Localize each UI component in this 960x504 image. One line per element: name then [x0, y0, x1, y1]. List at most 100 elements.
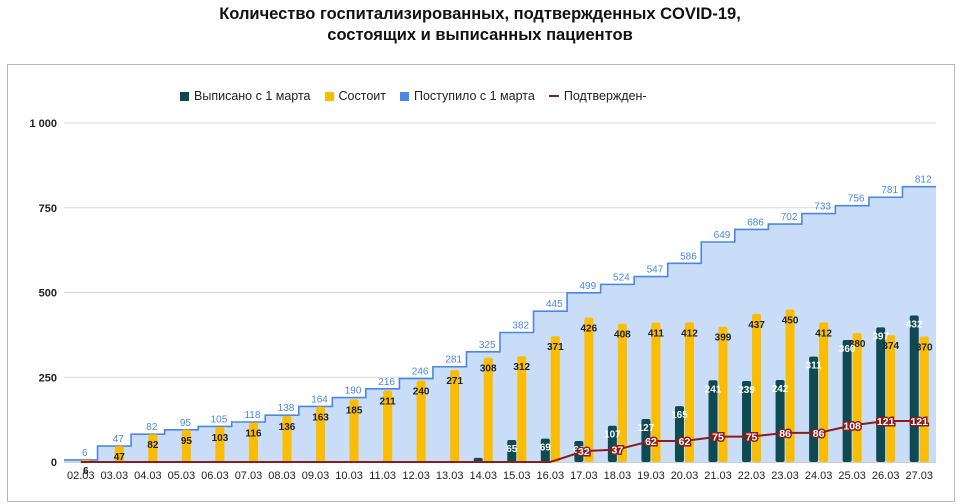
data-label-admitted: 82 [146, 422, 158, 433]
data-label-admitted: 118 [244, 410, 260, 421]
data-label-admitted: 138 [278, 403, 295, 414]
data-label-discharged: 241 [705, 384, 722, 395]
data-label-admitted: 781 [881, 185, 898, 196]
data-label-current: 240 [413, 387, 430, 398]
data-label-current: 271 [446, 376, 463, 387]
legend-item-confirmed: Подтвержден- [548, 89, 647, 103]
data-label-admitted: 812 [915, 175, 932, 186]
data-label-admitted: 47 [113, 434, 125, 445]
bar-discharged [742, 380, 752, 462]
bar-current [282, 415, 292, 462]
data-label-admitted: 325 [479, 340, 496, 351]
bar-current [181, 429, 191, 462]
x-tick-label: 18.03 [604, 470, 632, 482]
confirmed-line [80, 419, 920, 463]
data-label-current: 371 [547, 342, 564, 353]
data-label-admitted: 756 [848, 194, 865, 205]
bar-current [483, 357, 493, 462]
x-tick-label: 27.03 [905, 470, 933, 482]
confirmed-point [849, 423, 855, 428]
confirmed-point [581, 448, 587, 454]
bar-discharged [809, 356, 819, 462]
data-label-discharged: 69 [540, 443, 552, 454]
x-tick-label: 06.03 [201, 470, 229, 482]
legend-item-admitted: Поступило с 1 марта [400, 89, 535, 103]
confirmed-point [816, 430, 821, 436]
data-label-confirmed: 32 [578, 446, 590, 458]
data-label-current: 411 [648, 329, 665, 340]
data-label-confirmed: 75 [712, 432, 724, 444]
chart-title-line-1: Количество госпитализированных, подтверж… [219, 5, 741, 23]
bar-discharged [540, 438, 550, 462]
data-label-confirmed: 86 [779, 428, 791, 440]
bar-current [617, 323, 627, 462]
y-tick-label: 250 [39, 372, 57, 384]
data-label-admitted: 649 [714, 230, 731, 241]
data-label-current: 95 [181, 436, 193, 447]
data-label-admitted: 382 [512, 321, 529, 332]
bar-current [819, 322, 829, 462]
y-tick-label: 0 [51, 457, 57, 469]
x-tick-label: 11.03 [369, 470, 396, 482]
bar-current [416, 380, 426, 462]
data-label-current: 412 [815, 328, 832, 339]
x-tick-label: 23.03 [771, 470, 799, 482]
data-label-discharged: 165 [671, 410, 688, 421]
bar-current [886, 335, 896, 462]
chart-title: Количество госпитализированных, подтверж… [0, 4, 960, 46]
x-tick-label: 14.03 [469, 470, 497, 482]
bar-discharged [909, 315, 919, 462]
data-label-current: 103 [212, 433, 229, 444]
data-label-admitted: 524 [613, 272, 630, 283]
data-label-current: 185 [346, 405, 363, 416]
data-label-admitted: 6 [82, 448, 88, 459]
chart-title-line-2: состоящих и выписанных пациентов [327, 26, 633, 44]
legend-label-discharged: Выписано с 1 марта [194, 89, 311, 103]
data-label-discharged: 62 [573, 445, 585, 456]
chart-legend: Выписано с 1 марта Состоит Поступило с 1… [180, 86, 647, 106]
bar-current [349, 399, 359, 462]
data-label-discharged: 239 [738, 385, 755, 396]
data-label-confirmed: 75 [746, 432, 758, 444]
data-label-confirmed: 62 [645, 436, 657, 448]
data-label-current: 374 [882, 341, 899, 352]
bar-current [584, 317, 594, 462]
legend-item-discharged: Выписано с 1 марта [180, 89, 311, 103]
x-tick-label: 22.03 [738, 470, 766, 482]
data-label-current: 312 [513, 362, 530, 373]
data-label-confirmed: 62 [679, 436, 691, 448]
bar-discharged [607, 425, 617, 462]
data-label-current: 437 [748, 320, 765, 331]
x-tick-label: 07.03 [235, 470, 263, 482]
data-label-admitted: 733 [814, 202, 831, 213]
confirmed-point [682, 438, 687, 444]
x-tick-label: 09.03 [302, 470, 330, 482]
x-tick-label: 08.03 [268, 470, 296, 482]
bar-current [248, 422, 258, 462]
bar-current [752, 313, 762, 462]
data-label-admitted: 190 [345, 386, 362, 397]
bar-current [550, 336, 560, 462]
data-label-discharged: 242 [772, 384, 789, 395]
x-tick-label: 04.03 [134, 470, 162, 482]
data-label-current: 399 [715, 333, 732, 344]
data-label-admitted: 586 [680, 251, 697, 262]
legend-swatch-admitted [400, 91, 409, 101]
data-label-admitted: 547 [647, 265, 664, 276]
data-label-discharged: 107 [604, 430, 621, 441]
data-label-admitted: 445 [546, 299, 563, 310]
data-label-admitted: 702 [781, 212, 798, 223]
legend-label-confirmed: Подтвержден- [563, 89, 647, 103]
data-label-discharged: 127 [638, 423, 655, 434]
data-label-confirmed: 86 [813, 428, 825, 440]
bar-current [718, 326, 728, 462]
data-label-confirmed: 121 [910, 416, 928, 428]
bar-discharged [708, 380, 718, 462]
bar-discharged [641, 418, 651, 462]
data-label-admitted: 281 [445, 355, 462, 366]
data-label-current: 426 [581, 324, 598, 335]
confirmed-point [648, 438, 654, 444]
bar-current [316, 406, 326, 462]
data-label-discharged: 397 [872, 331, 889, 342]
